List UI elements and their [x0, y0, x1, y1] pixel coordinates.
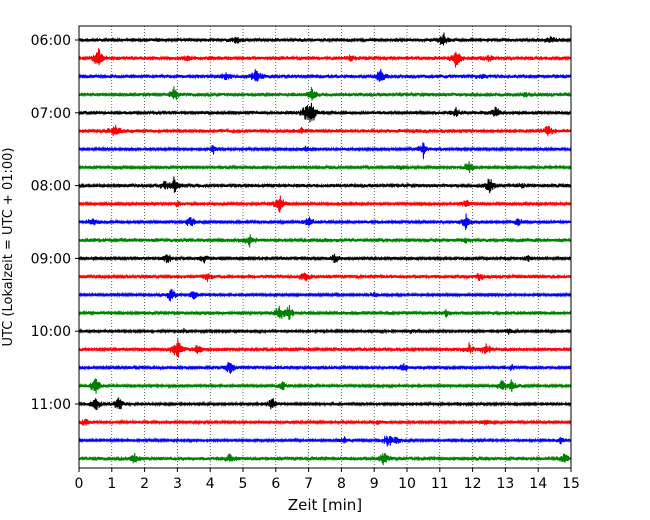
x-tick-label: 8 — [337, 476, 346, 492]
plot-frame — [78, 25, 572, 469]
y-tick-label: 10:00 — [31, 324, 71, 340]
x-tick-label: 14 — [529, 476, 547, 492]
seismic-trace-1000 — [78, 327, 572, 335]
seismic-trace-0845 — [78, 234, 572, 248]
x-tick-label: 12 — [464, 476, 482, 492]
seismic-trace-1030 — [78, 361, 572, 374]
plot-background — [79, 26, 571, 468]
y-axis-ticks: 06:00 07:00 08:00 09:00 10:00 11:00 — [31, 33, 79, 413]
seismic-trace-0945 — [78, 305, 572, 320]
seismic-trace-0615 — [78, 48, 572, 68]
seismic-trace-1145 — [78, 452, 572, 466]
x-tick-label: 13 — [496, 476, 514, 492]
seismic-trace-1115 — [78, 418, 572, 426]
seismic-trace-0930 — [78, 288, 572, 302]
y-tick-label: 11:00 — [31, 397, 71, 413]
y-tick-label: 07:00 — [31, 106, 71, 122]
seismic-trace-0600 — [78, 32, 572, 46]
x-tick-label: 3 — [173, 476, 182, 492]
seismic-trace-0915 — [78, 272, 572, 283]
x-axis-label: Zeit [min] — [288, 496, 362, 514]
seismic-trace-0700 — [78, 102, 572, 123]
seismic-trace-0815 — [78, 195, 572, 213]
x-tick-label: 0 — [75, 476, 84, 492]
y-axis-label: UTC (Lokalzeit = UTC + 01:00) — [1, 148, 16, 347]
x-tick-label: 9 — [370, 476, 379, 492]
y-tick-label: 09:00 — [31, 251, 71, 267]
seismic-trace-0830 — [78, 213, 572, 230]
x-tick-label: 2 — [140, 476, 149, 492]
x-tick-label: 7 — [304, 476, 313, 492]
seismic-trace-1015 — [78, 338, 572, 358]
x-tick-label: 11 — [431, 476, 449, 492]
seismic-trace-0645 — [78, 86, 572, 101]
x-tick-label: 10 — [398, 476, 416, 492]
x-tick-label: 6 — [271, 476, 280, 492]
seismic-trace-1100 — [78, 397, 572, 411]
y-tick-label: 06:00 — [31, 33, 71, 49]
seismic-trace-1130 — [78, 435, 572, 447]
y-tick-label: 08:00 — [31, 179, 71, 195]
seismic-traces — [78, 32, 572, 466]
seismic-trace-1045 — [78, 378, 572, 394]
seismic-trace-0900 — [78, 253, 572, 264]
x-axis-ticks: 0 1 2 3 4 5 6 7 8 9 10 11 12 13 14 15 — [75, 468, 580, 492]
x-tick-label: 4 — [206, 476, 215, 492]
seismic-trace-0715 — [78, 124, 572, 137]
seismic-trace-0800 — [78, 176, 572, 194]
seismic-trace-0730 — [78, 142, 572, 160]
seismic-trace-0745 — [78, 161, 572, 174]
x-tick-label: 15 — [562, 476, 580, 492]
seismic-trace-0630 — [78, 68, 572, 82]
x-tick-label: 1 — [107, 476, 116, 492]
x-tick-label: 5 — [239, 476, 248, 492]
